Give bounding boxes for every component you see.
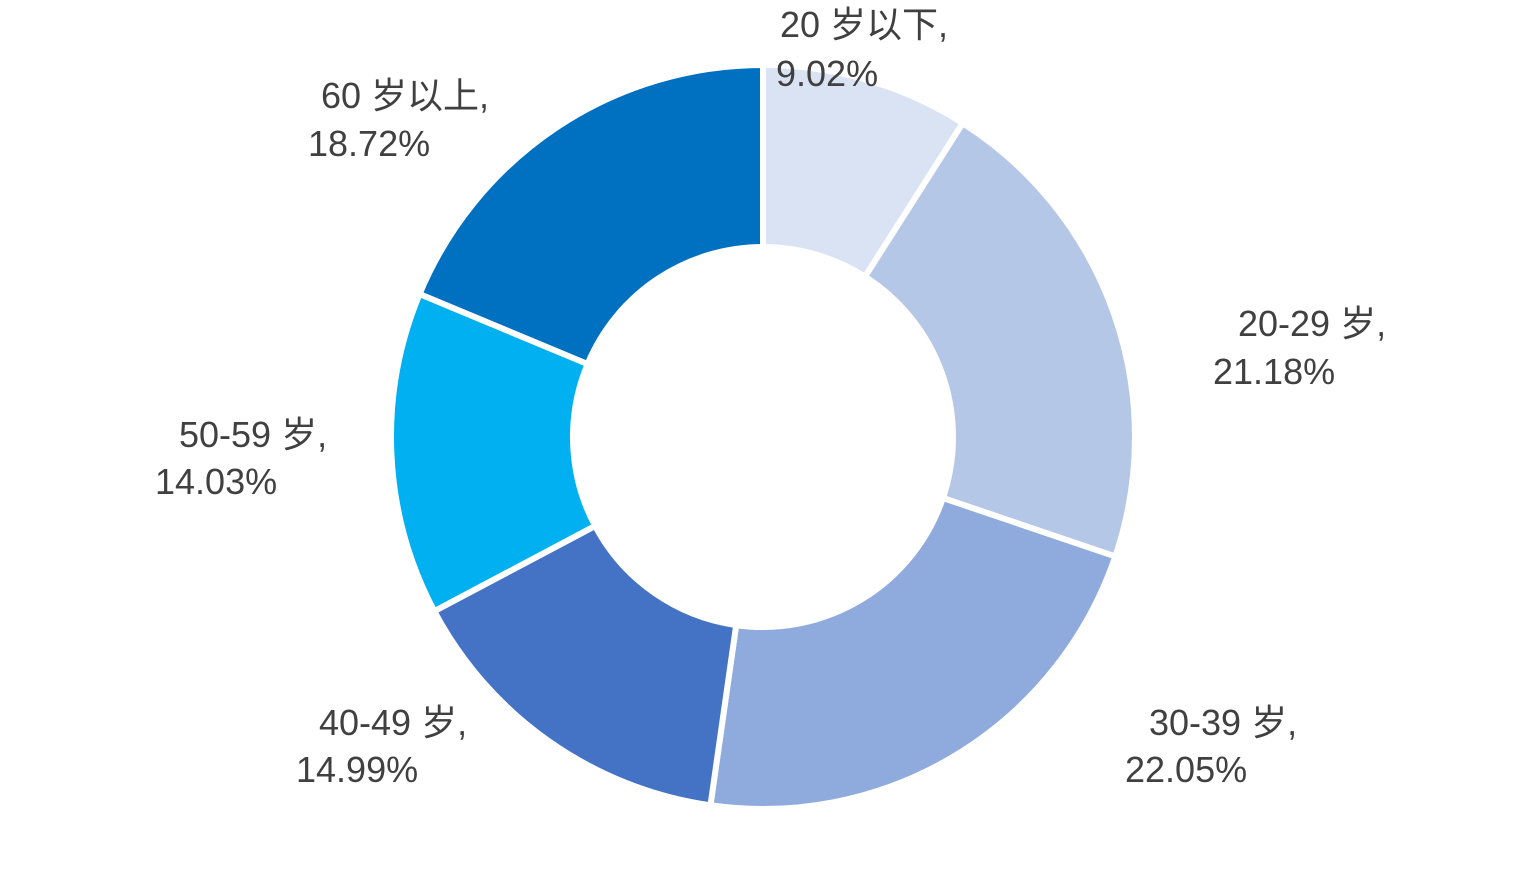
slice-label-name-3: 40-49 岁, bbox=[319, 702, 467, 743]
slice-label-value-0: 9.02% bbox=[776, 53, 878, 94]
slice-label-name-2: 30-39 岁, bbox=[1149, 702, 1297, 743]
donut-slice-1 bbox=[860, 119, 1138, 561]
slice-label-value-3: 14.99% bbox=[296, 749, 418, 790]
donut-slice-4 bbox=[388, 290, 600, 616]
slice-label-name-1: 20-29 岁, bbox=[1238, 303, 1386, 344]
slice-label-value-4: 14.03% bbox=[155, 461, 277, 502]
donut-slice-2 bbox=[707, 494, 1120, 812]
slice-label-name-5: 60 岁以上, bbox=[321, 75, 489, 116]
slice-label-name-4: 50-59 岁, bbox=[179, 414, 327, 455]
slice-label-value-5: 18.72% bbox=[308, 123, 430, 164]
slice-label-name-0: 20 岁以下, bbox=[780, 4, 948, 45]
donut-slice-3 bbox=[430, 521, 740, 809]
slice-label-value-1: 21.18% bbox=[1213, 351, 1335, 392]
slices-layer bbox=[388, 61, 1138, 812]
labels-layer: 20 岁以下, 9.02% 20-29 岁, 21.18% 30-39 岁, 2… bbox=[155, 4, 1386, 790]
slice-label-value-2: 22.05% bbox=[1125, 749, 1247, 790]
donut-slice-5 bbox=[415, 61, 766, 368]
